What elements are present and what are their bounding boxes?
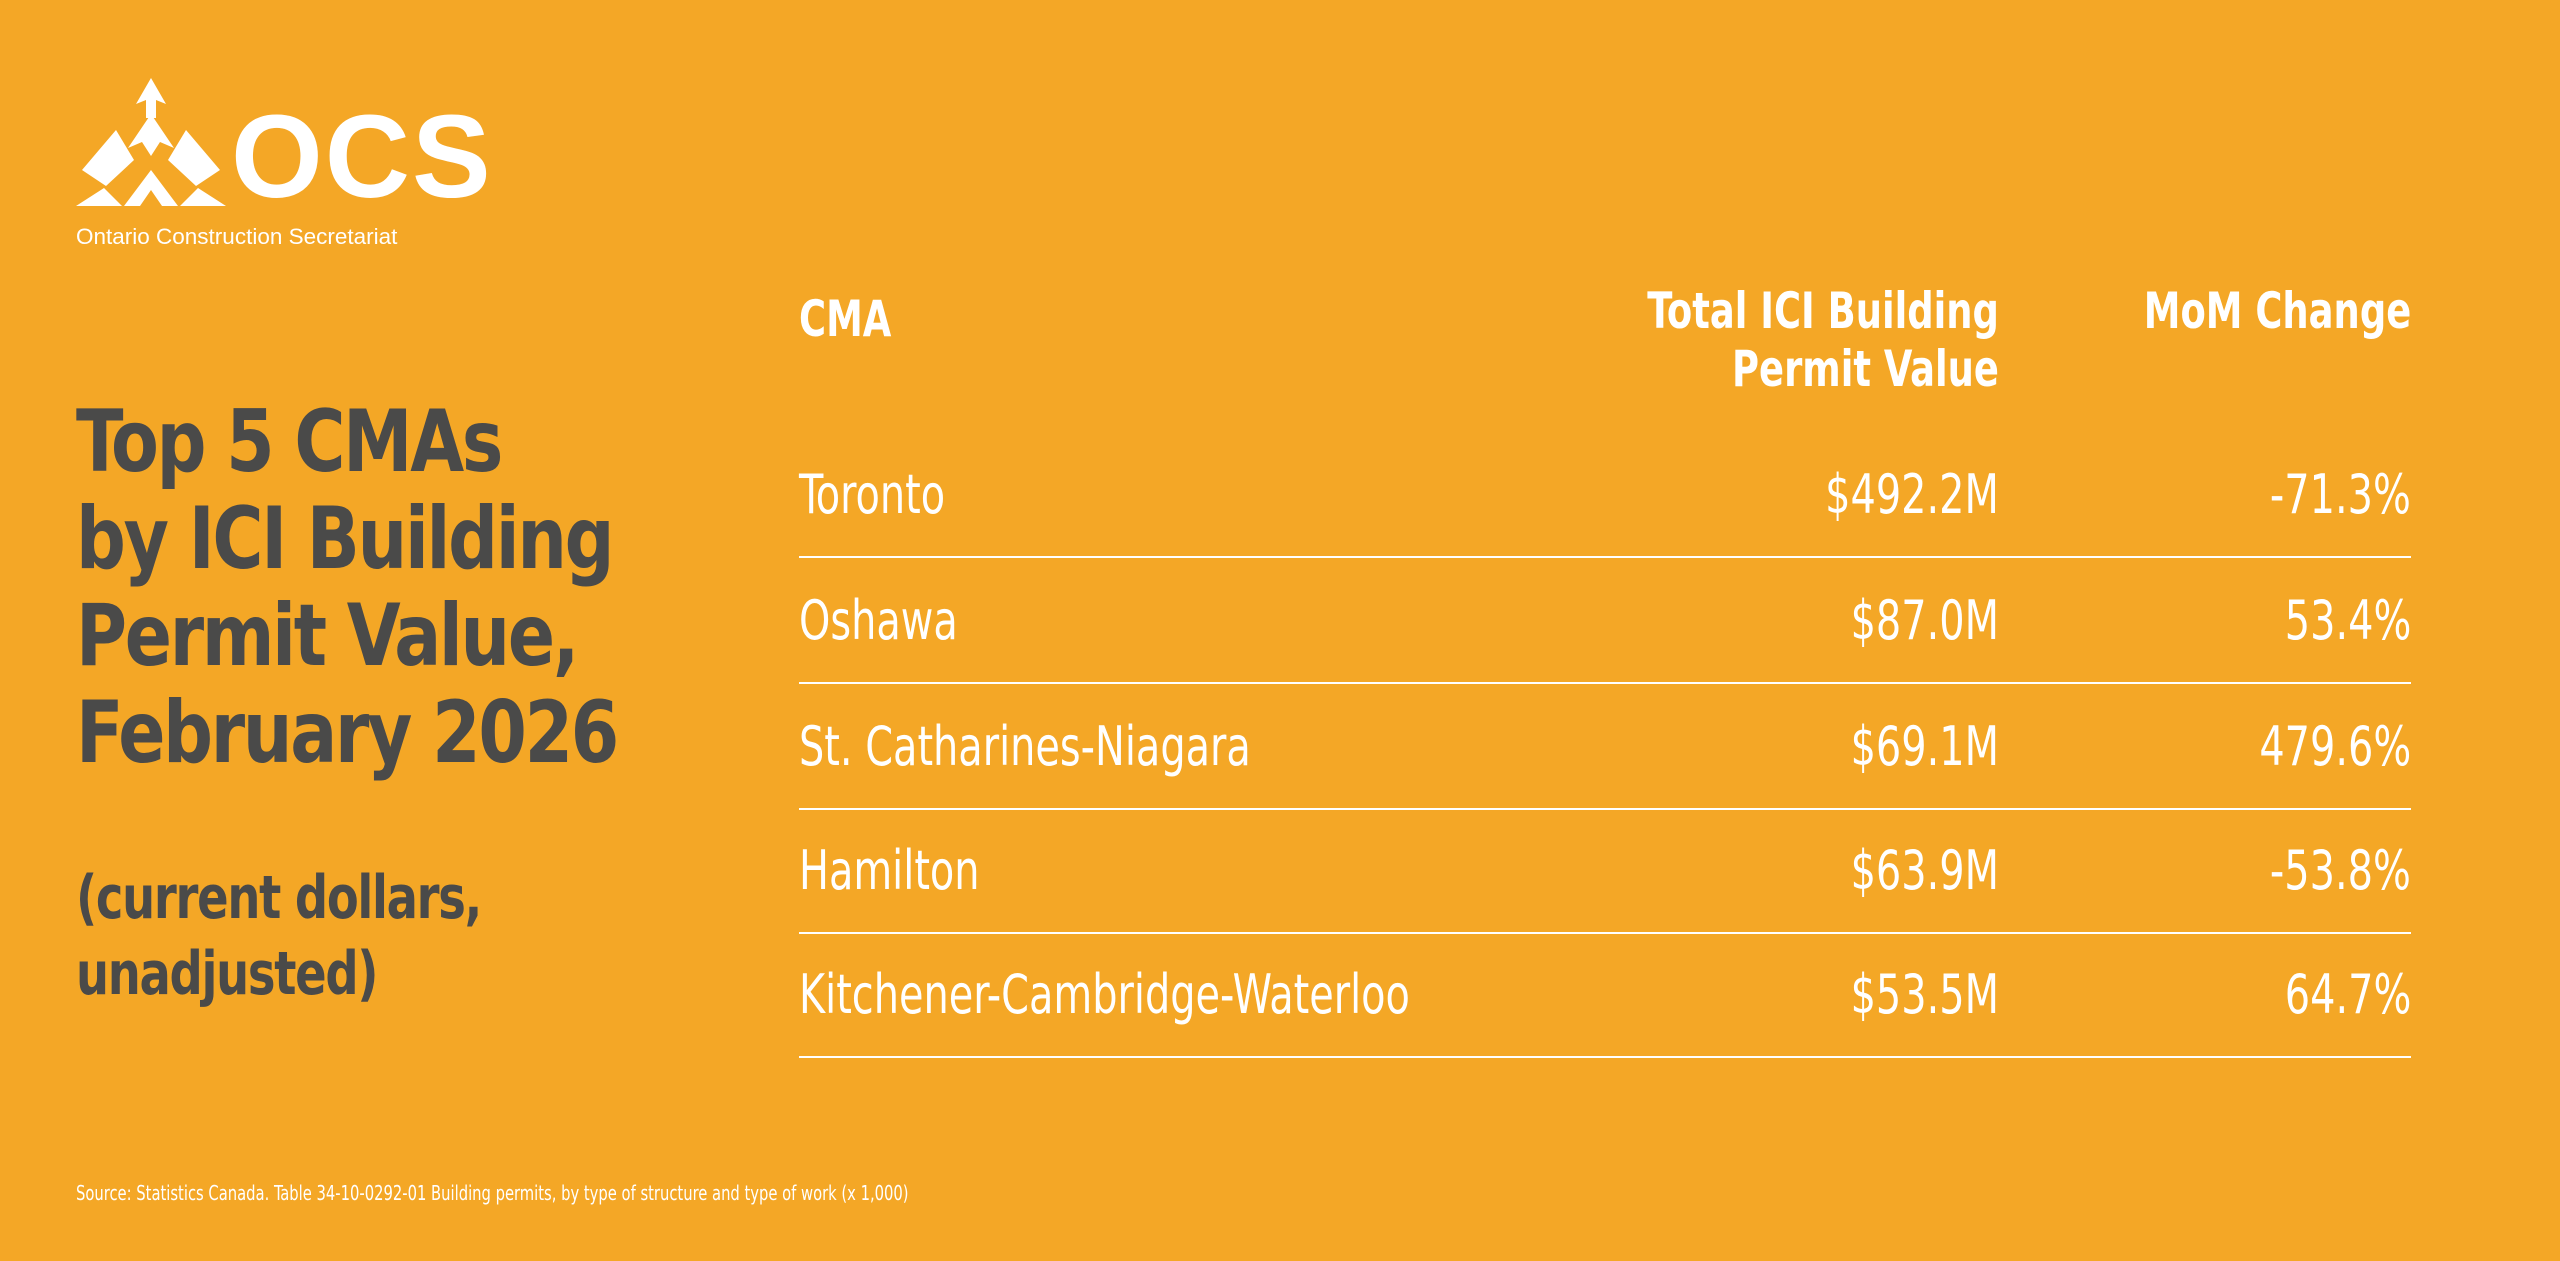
column-header-text: Permit Value bbox=[1732, 340, 1999, 398]
mom-change: 53.4% bbox=[2284, 589, 2411, 652]
subheadline-line: unadjusted) bbox=[76, 939, 379, 1009]
mom-change: -71.3% bbox=[2270, 463, 2411, 526]
permit-table: CMA Total ICI Building Permit Value MoM … bbox=[799, 0, 2411, 1100]
subheadline: (current dollars, unadjusted) bbox=[76, 860, 592, 1012]
column-header-text: CMA bbox=[799, 290, 892, 348]
permit-value: $53.5M bbox=[1850, 963, 1999, 1026]
permit-value: $63.9M bbox=[1850, 839, 1999, 902]
cma-name: Hamilton bbox=[799, 839, 980, 902]
headline: Top 5 CMAs by ICI Building Permit Value,… bbox=[76, 394, 652, 782]
table-row: St. Catharines-Niagara $69.1M 479.6% bbox=[799, 688, 2411, 810]
ocs-logo: OCS Ontario Construction Secretariat bbox=[76, 78, 496, 258]
logo-wordmark: OCS bbox=[231, 91, 493, 223]
subheadline-line: (current dollars, bbox=[76, 863, 482, 933]
table-row: Toronto $492.2M -71.3% bbox=[799, 436, 2411, 558]
mom-change: 479.6% bbox=[2259, 715, 2411, 778]
table-row: Oshawa $87.0M 53.4% bbox=[799, 562, 2411, 684]
source-note: Source: Statistics Canada. Table 34-10-0… bbox=[76, 1181, 909, 1205]
headline-line: Top 5 CMAs bbox=[76, 392, 503, 492]
table-row: Hamilton $63.9M -53.8% bbox=[799, 812, 2411, 934]
column-header-text: MoM Change bbox=[2143, 282, 2411, 340]
cma-name: Kitchener-Cambridge-Waterloo bbox=[799, 963, 1410, 1026]
permit-value: $492.2M bbox=[1825, 463, 1999, 526]
mom-change: -53.8% bbox=[2270, 839, 2411, 902]
column-header-text: Total ICI Building bbox=[1647, 282, 1999, 340]
maple-leaf-icon bbox=[76, 78, 226, 206]
cma-name: Toronto bbox=[799, 463, 946, 526]
column-header-permit-value: Total ICI Building Permit Value bbox=[1647, 282, 1999, 398]
permit-value: $69.1M bbox=[1850, 715, 1999, 778]
table-row: Kitchener-Cambridge-Waterloo $53.5M 64.7… bbox=[799, 936, 2411, 1058]
logo-subtitle: Ontario Construction Secretariat bbox=[76, 224, 398, 249]
headline-line: by ICI Building bbox=[76, 489, 615, 589]
mom-change: 64.7% bbox=[2284, 963, 2411, 1026]
cma-name: Oshawa bbox=[799, 589, 958, 652]
cma-name: St. Catharines-Niagara bbox=[799, 715, 1251, 778]
column-header-cma: CMA bbox=[799, 290, 891, 348]
headline-line: February 2026 bbox=[76, 683, 619, 783]
permit-value: $87.0M bbox=[1850, 589, 1999, 652]
headline-line: Permit Value, bbox=[76, 586, 579, 686]
column-header-mom-change: MoM Change bbox=[2143, 282, 2411, 340]
